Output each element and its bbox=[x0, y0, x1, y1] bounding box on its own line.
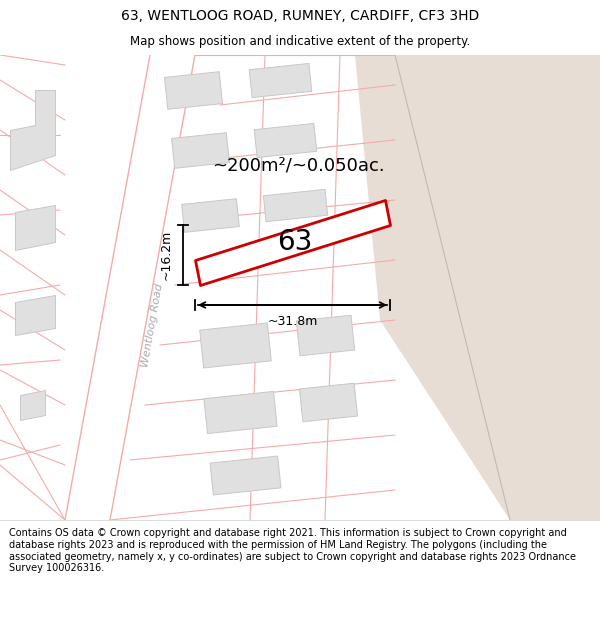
Text: Wentloog Road: Wentloog Road bbox=[140, 282, 164, 368]
Text: ~200m²/~0.050ac.: ~200m²/~0.050ac. bbox=[212, 156, 385, 174]
Text: 63: 63 bbox=[277, 228, 313, 256]
Text: ~16.2m: ~16.2m bbox=[160, 230, 173, 280]
Text: 63, WENTLOOG ROAD, RUMNEY, CARDIFF, CF3 3HD: 63, WENTLOOG ROAD, RUMNEY, CARDIFF, CF3 … bbox=[121, 9, 479, 24]
Text: Contains OS data © Crown copyright and database right 2021. This information is : Contains OS data © Crown copyright and d… bbox=[9, 528, 576, 573]
Text: ~31.8m: ~31.8m bbox=[268, 315, 317, 328]
Text: Map shows position and indicative extent of the property.: Map shows position and indicative extent… bbox=[130, 35, 470, 48]
